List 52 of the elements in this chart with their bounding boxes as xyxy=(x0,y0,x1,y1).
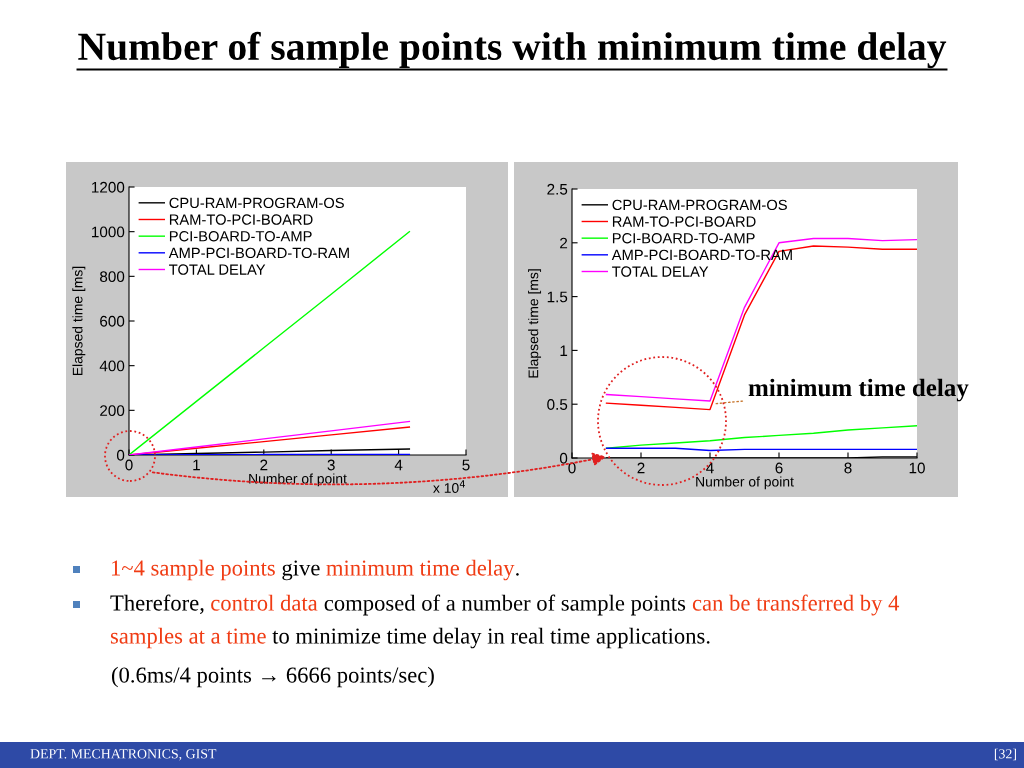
text: . xyxy=(516,573,519,576)
legend-label: RAM-TO-PCI-BOARD xyxy=(612,216,756,227)
text: control data xyxy=(211,594,318,611)
text: to minimize time delay in real time applications. xyxy=(272,627,710,649)
text: (0.6ms/4 points → 6666 points/sec) xyxy=(111,666,434,688)
x-axis-title: Number of point xyxy=(696,476,794,490)
legend-label: RAM-TO-PCI-BOARD xyxy=(169,214,313,225)
text: DEPT. MECHATRONICS, GIST xyxy=(30,749,217,761)
y-tick-label: 400 xyxy=(99,360,125,372)
x-axis-title: Number of point xyxy=(249,473,347,487)
y-tick-label: 600 xyxy=(100,315,125,327)
x-tick-label: 2 xyxy=(637,462,645,474)
text: samples at a time xyxy=(110,627,266,649)
legend-label: PCI-BOARD-TO-AMP xyxy=(612,233,755,244)
text: Therefore, xyxy=(110,594,204,614)
chart-title: Number of sample points with minimum time delay xyxy=(78,31,947,69)
x-tick-label: 10 xyxy=(909,462,925,474)
x-tick-label: 0 xyxy=(125,459,133,471)
y-axis-title: Elapsed time [ms] xyxy=(528,269,542,378)
y-tick-label: 200 xyxy=(100,405,125,417)
legend-label: AMP-PCI-BOARD-TO-RAM xyxy=(168,247,349,259)
y-tick-label: 2.5 xyxy=(547,183,568,195)
x-tick-label: 5 xyxy=(462,459,470,471)
text: 1~4 sample points xyxy=(111,559,275,581)
x-tick-label: 3 xyxy=(327,459,335,471)
text: minimum time delay xyxy=(326,559,515,581)
text: [32] xyxy=(994,748,1016,761)
legend-label: TOTAL DELAY xyxy=(169,264,266,275)
legend-label: PCI-BOARD-TO-AMP xyxy=(169,231,312,242)
text: x 10$^{4}$ xyxy=(433,480,465,493)
y-tick-label: 0.5 xyxy=(547,399,568,410)
text: give xyxy=(282,560,320,581)
legend-label: CPU-RAM-PROGRAM-OS xyxy=(169,197,344,209)
annotation: minimum time delay xyxy=(748,378,969,402)
legend-label: CPU-RAM-PROGRAM-OS xyxy=(612,199,787,211)
y-tick-label: 1200 xyxy=(92,181,125,193)
y-tick-label: 1.5 xyxy=(547,291,568,303)
y-tick-label: 0 xyxy=(116,449,125,461)
y-tick-label: 800 xyxy=(100,271,125,283)
text: can be transferred by 4 xyxy=(692,594,900,616)
x-tick-label: 2 xyxy=(260,459,268,471)
x-tick-label: 8 xyxy=(844,462,852,474)
text: composed of a number of sample points xyxy=(324,594,686,616)
x-tick-label: 1 xyxy=(193,459,200,471)
y-tick-label: 1 xyxy=(560,345,568,356)
legend-label: TOTAL DELAY xyxy=(612,266,709,277)
y-axis-title: Elapsed time [ms] xyxy=(72,266,86,376)
y-tick-label: 1000 xyxy=(92,226,125,238)
x-tick-label: 4 xyxy=(394,459,403,471)
x-tick-label: 6 xyxy=(775,462,783,474)
x-tick-label: 4 xyxy=(706,462,714,474)
y-tick-label: 2 xyxy=(560,237,568,249)
